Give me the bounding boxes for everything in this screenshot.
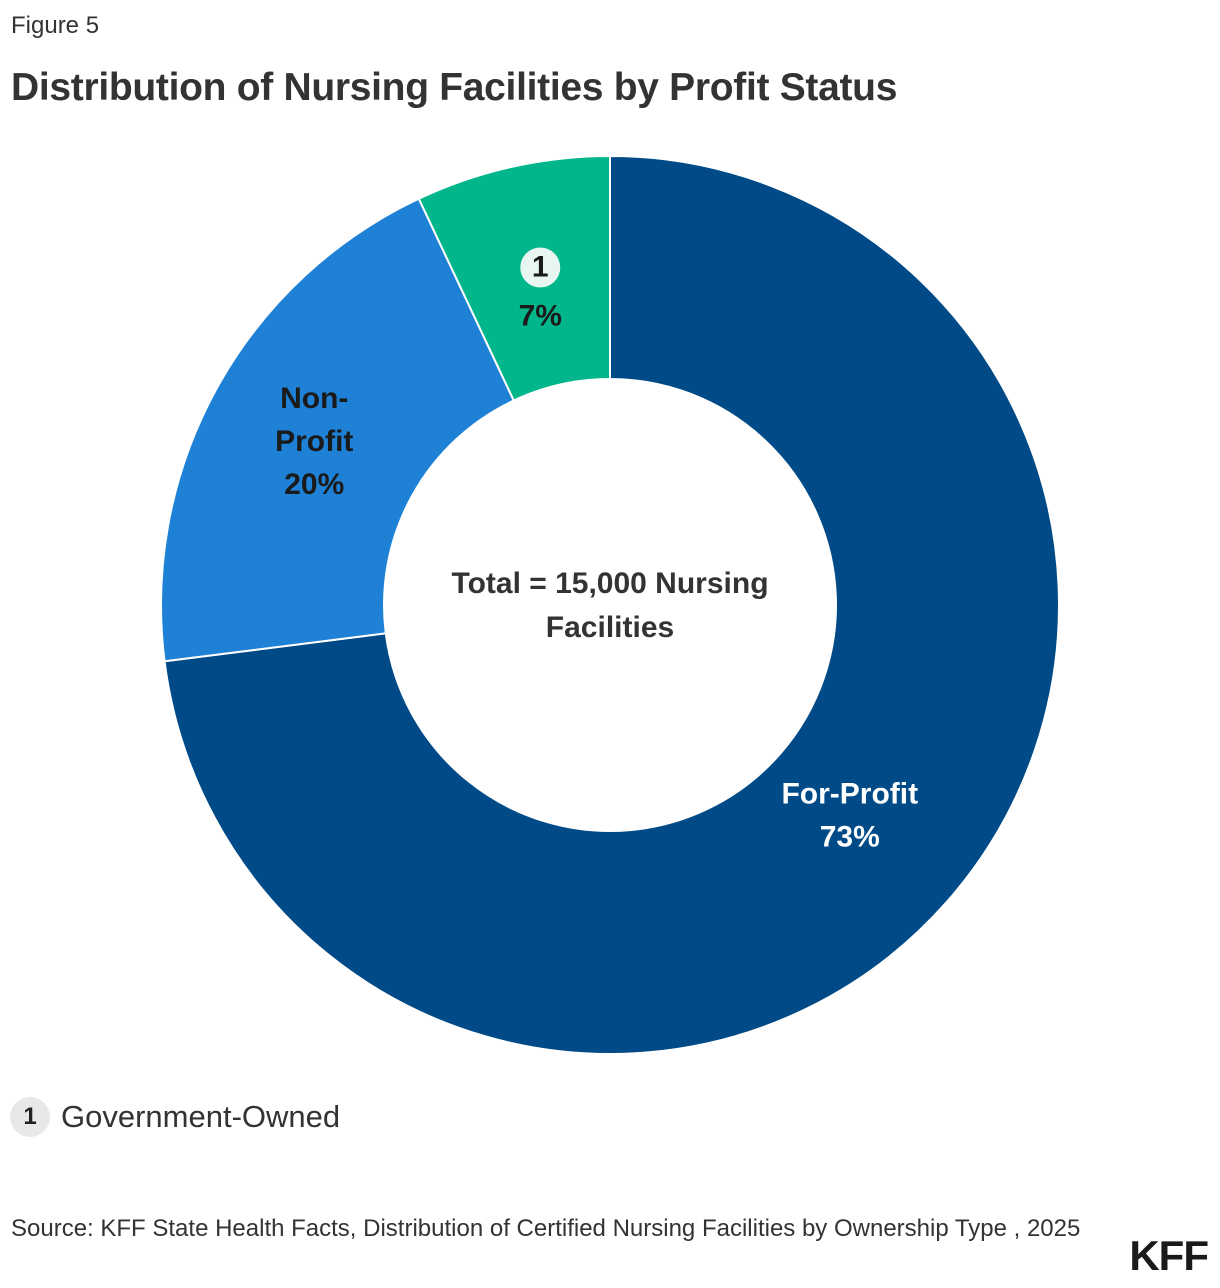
legend-label: Government-Owned xyxy=(61,1099,341,1134)
slice-label-government-owned: 17% xyxy=(519,247,562,333)
legend-marker: 1 xyxy=(10,1097,50,1137)
slice-marker-text: 1 xyxy=(532,251,549,284)
slice-marker-badge xyxy=(520,247,561,288)
slice-government-owned xyxy=(417,154,611,402)
slice-non-profit xyxy=(160,197,516,663)
slice-label-line: 7% xyxy=(519,300,562,333)
slice-label-line: For-Profit xyxy=(781,777,918,810)
slice-label-line: 73% xyxy=(820,820,880,853)
chart-title: Distribution of Nursing Facilities by Pr… xyxy=(11,66,898,109)
slice-label-line: Non- xyxy=(280,382,348,415)
center-total-label: Facilities xyxy=(546,611,674,644)
figure-number: Figure 5 xyxy=(11,12,100,39)
slice-label-line: 20% xyxy=(284,468,344,501)
slice-label-non-profit: Non- Profit 20% xyxy=(275,382,353,501)
slice-for-profit xyxy=(163,154,1060,1055)
kff-logo: KFF xyxy=(1129,1232,1209,1279)
slice-label-line: Profit xyxy=(275,425,353,458)
center-total-label: Total = 15,000 Nursing xyxy=(451,567,768,600)
legend: 1 Government-Owned xyxy=(10,1097,340,1137)
slice-label-for-profit: For-Profit 73% xyxy=(781,777,918,853)
source-note: Source: KFF State Health Facts, Distribu… xyxy=(11,1215,1081,1242)
